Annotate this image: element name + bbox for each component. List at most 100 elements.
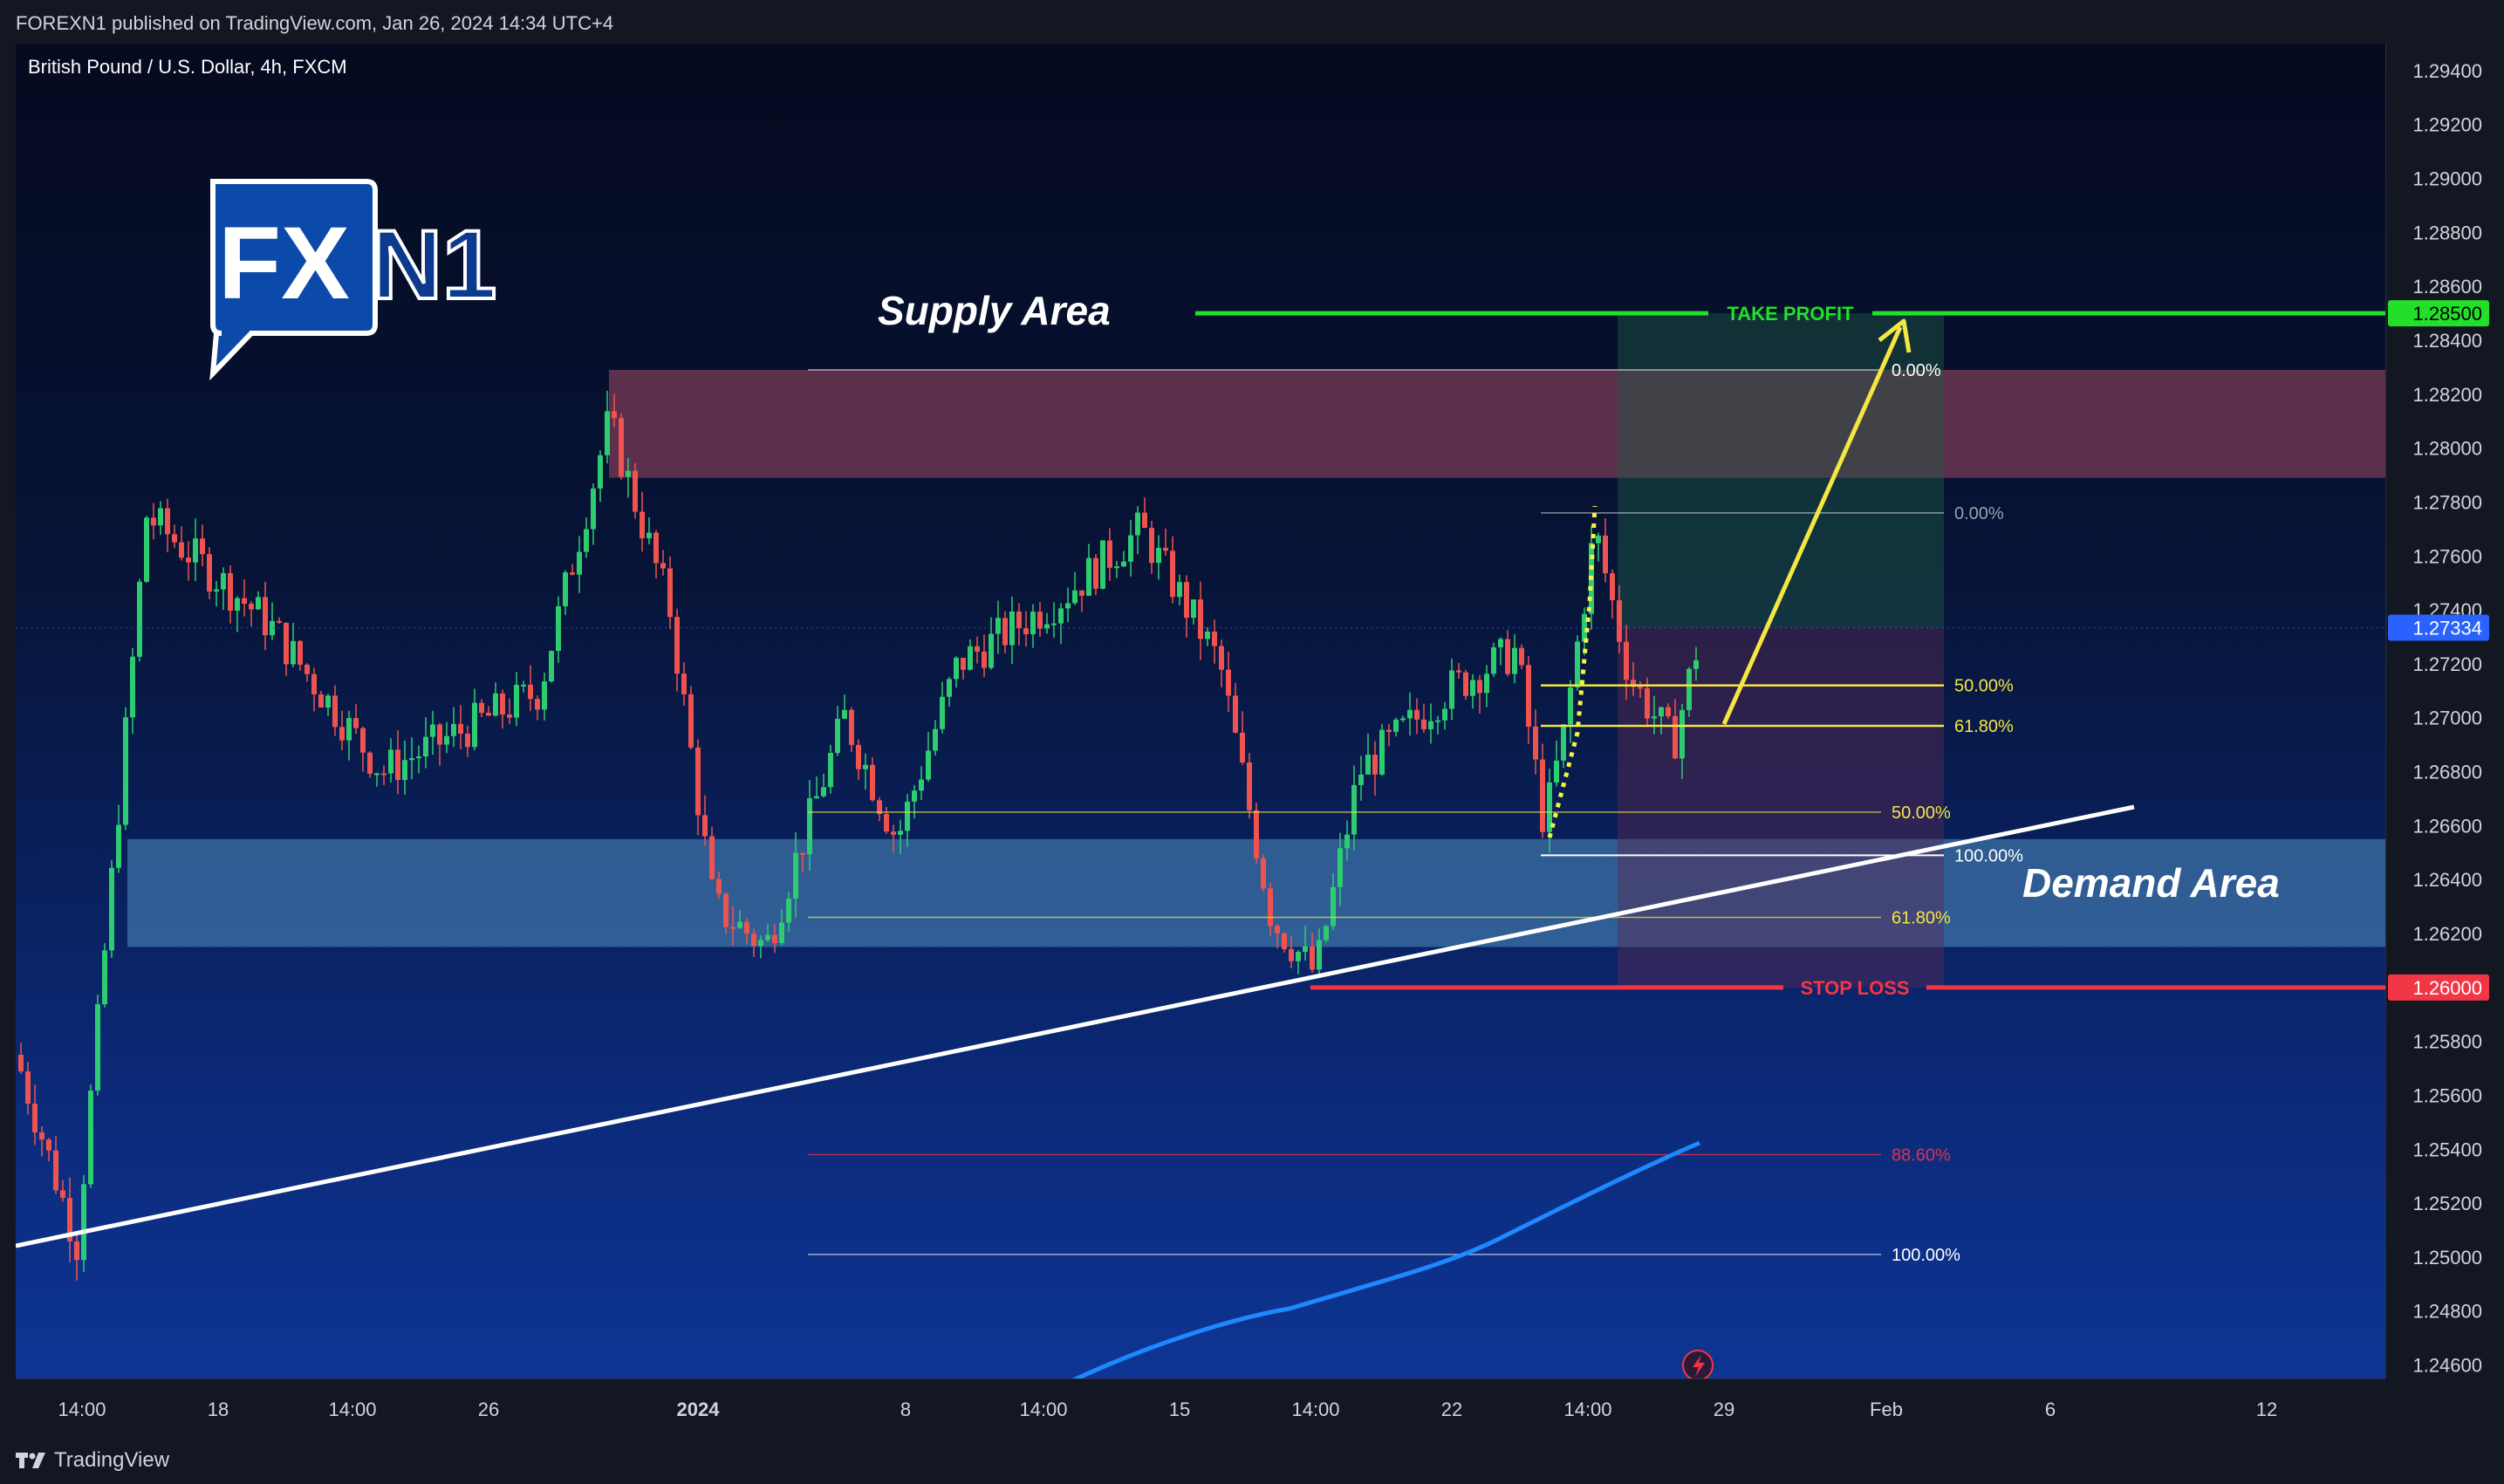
candle-body <box>1414 709 1420 720</box>
candle-body <box>1666 707 1671 716</box>
candle-body <box>39 1132 44 1140</box>
candle-body <box>151 517 156 526</box>
candle-body <box>1282 933 1287 949</box>
candle-body <box>479 702 484 714</box>
candle-body <box>577 551 582 575</box>
candle-body <box>1435 720 1440 722</box>
candle-body <box>1393 719 1399 732</box>
candle-body <box>535 699 540 710</box>
candle-body <box>32 1104 38 1132</box>
candle-body <box>688 694 694 748</box>
candle-body <box>1107 540 1112 568</box>
price-tick: 1.28800 <box>2412 222 2482 243</box>
candle-body <box>116 824 121 868</box>
candle-body <box>1030 612 1036 634</box>
candle-body <box>919 779 924 791</box>
fib-small-label: 100.00% <box>1954 846 2023 865</box>
tradingview-icon <box>16 1453 45 1468</box>
candle-body <box>1135 512 1140 536</box>
candle-body <box>249 603 254 610</box>
lightning-bolt <box>1693 1355 1705 1377</box>
candle-body <box>1100 540 1105 589</box>
candle-body <box>1421 719 1426 729</box>
candle-body <box>402 760 407 781</box>
stop-loss-price: 1.26000 <box>2412 977 2482 999</box>
candle-body <box>144 517 149 582</box>
fib-big-label: 0.00% <box>1892 361 1941 380</box>
candle-body <box>1603 535 1608 574</box>
candle-body <box>521 684 526 687</box>
candle-body <box>800 852 805 855</box>
candle-body <box>1693 660 1699 669</box>
candle-body <box>570 572 575 575</box>
target-arrow <box>1721 325 1903 726</box>
candle-body <box>556 605 561 652</box>
candle-body <box>723 893 729 927</box>
candle-body <box>1205 631 1210 639</box>
chart-area[interactable]: 0.00% 50.00% 61.80% 88.60% 100.00% 0.00% 50.00… <box>16 44 2385 1378</box>
price-tick: 1.26200 <box>2412 923 2482 945</box>
price-axis[interactable]: 1.29400 1.29200 1.29000 1.28800 1.28600 1.284… <box>2385 44 2493 1378</box>
candle-body <box>472 702 477 748</box>
candle-body <box>730 927 735 929</box>
price-tick: 1.26800 <box>2412 762 2482 783</box>
price-tick: 1.29200 <box>2412 114 2482 136</box>
candle-body <box>751 933 756 947</box>
candle-body <box>1128 535 1133 562</box>
candle-body <box>507 714 512 718</box>
time-tick: 2024 <box>677 1399 721 1420</box>
take-profit-badge <box>2388 300 2489 327</box>
candle-body <box>1254 810 1259 858</box>
candle-body <box>1596 535 1601 544</box>
candle-body <box>528 684 533 700</box>
candle-body <box>1044 624 1050 629</box>
candle-body <box>1275 926 1280 933</box>
candle-body <box>779 922 784 943</box>
candle-body <box>304 664 310 674</box>
candle-body <box>367 752 373 774</box>
candle-body <box>423 736 428 757</box>
logo-n1-text: N1 <box>372 210 496 319</box>
price-tick: 1.28200 <box>2412 384 2482 406</box>
tradingview-logo[interactable]: TradingView <box>16 1448 169 1473</box>
candle-body <box>451 723 456 736</box>
candle-body <box>193 538 198 563</box>
candle-body <box>647 532 652 539</box>
candle-body <box>1170 551 1175 598</box>
time-tick: 6 <box>2045 1399 2056 1420</box>
candle-body <box>1686 668 1692 710</box>
price-chart[interactable]: 0.00% 50.00% 61.80% 88.60% 100.00% 0.00% 50.00… <box>16 44 2385 1378</box>
time-axis[interactable]: 14:00 18 14:00 26 2024 8 14:00 15 14:00 22 14:00 29… <box>16 1378 2385 1439</box>
candle-body <box>912 790 917 802</box>
candle-body <box>256 597 261 610</box>
stop-loss-label: STOP LOSS <box>1800 977 1909 999</box>
candle-body <box>968 646 973 670</box>
candle-body <box>1177 582 1182 598</box>
candle-body <box>1617 600 1622 642</box>
candle-body <box>88 1091 93 1185</box>
candle-body <box>221 572 226 590</box>
candle-body <box>765 934 770 940</box>
fib-small-label: 50.00% <box>1954 677 2014 696</box>
candle-body <box>165 508 170 535</box>
moving-average <box>1071 1140 1700 1378</box>
candle-body <box>1331 886 1336 927</box>
price-tick: 1.25400 <box>2412 1139 2482 1160</box>
candle-body <box>263 597 268 636</box>
price-tick: 1.27600 <box>2412 545 2482 567</box>
candle-body <box>437 724 442 745</box>
candle-body <box>46 1139 51 1151</box>
position-profit-zone <box>1618 313 1944 628</box>
price-tick: 1.29000 <box>2412 168 2482 190</box>
candle-body <box>1351 784 1357 835</box>
candle-body <box>549 651 554 681</box>
candle-body <box>158 508 163 526</box>
candle-body <box>374 773 380 776</box>
supply-area-label: Supply Area <box>878 288 1111 333</box>
candle-body <box>1470 680 1475 696</box>
time-tick: 29 <box>1714 1399 1734 1420</box>
candle-body <box>1386 729 1392 732</box>
candle-body <box>1568 687 1573 725</box>
candle-body <box>514 685 519 718</box>
alert-lightning-icon <box>1682 1350 1714 1378</box>
